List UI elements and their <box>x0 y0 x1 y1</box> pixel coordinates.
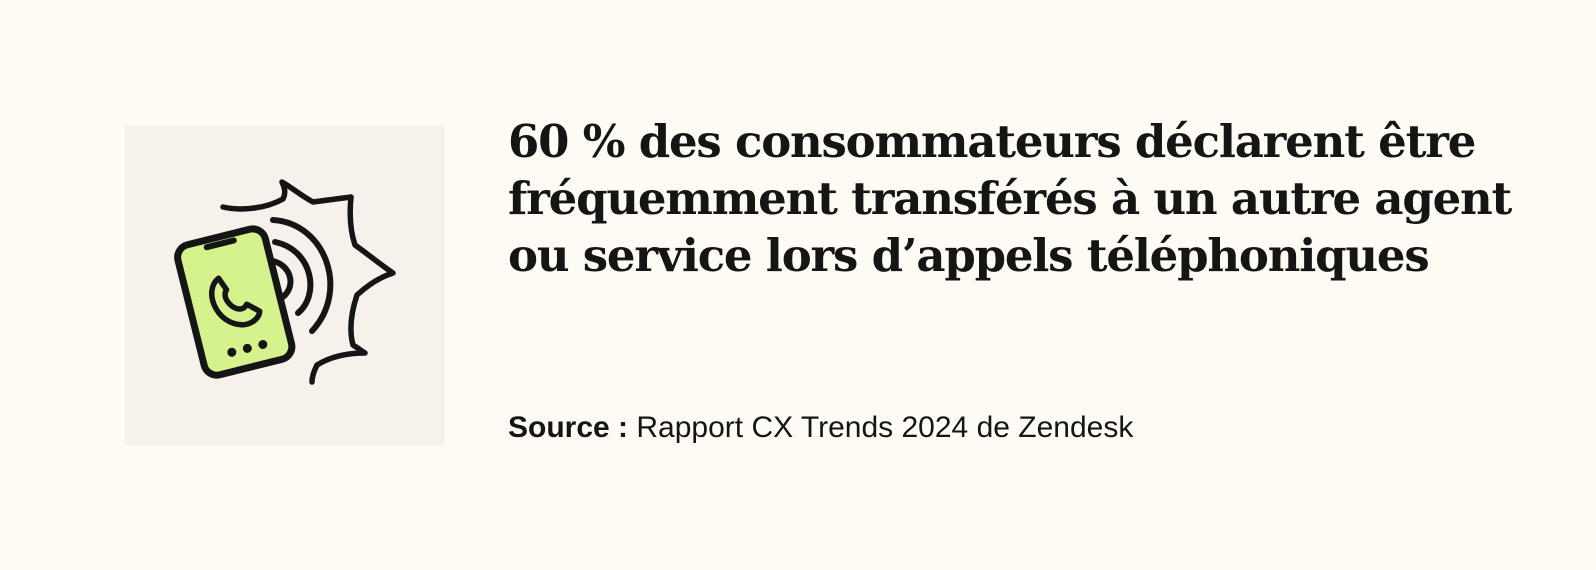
phone-dot-icon <box>258 339 268 349</box>
phone-dot-icon <box>242 343 252 353</box>
phone-body-icon <box>174 225 296 379</box>
signal-wave-icon <box>272 239 314 316</box>
illustration-box <box>125 125 445 445</box>
source-label: Source : <box>508 411 629 444</box>
phone-dot-icon <box>227 347 237 357</box>
ringing-phone-icon <box>174 179 396 385</box>
source-text: Rapport CX Trends 2024 de Zendesk <box>636 411 1134 444</box>
signal-wave-icon <box>270 258 294 300</box>
headline-line: fréquemment transférés à un autre agent <box>508 172 1512 225</box>
burst-outline-icon <box>220 179 396 385</box>
headline-line: ou service lors d’appels téléphoniques <box>508 229 1430 282</box>
phone-speaker-icon <box>203 237 237 251</box>
source-citation: Source : Rapport CX Trends 2024 de Zende… <box>508 411 1133 445</box>
handset-icon <box>209 275 263 328</box>
statistic-headline: 60 % des consommateurs déclarent être fr… <box>508 113 1568 284</box>
headline-line: 60 % des consommateurs déclarent être <box>508 115 1476 168</box>
signal-wave-icon <box>270 217 334 334</box>
